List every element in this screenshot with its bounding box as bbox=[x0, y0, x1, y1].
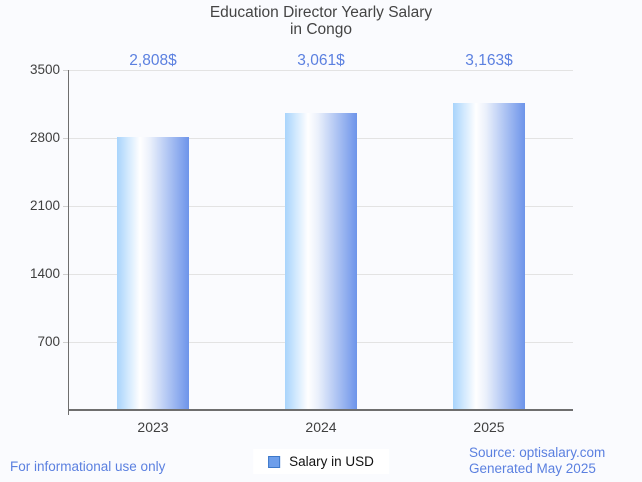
bar-2024 bbox=[285, 112, 357, 409]
bar-value-label: 3,061$ bbox=[297, 52, 345, 69]
y-axis-tick-label: 2800 bbox=[29, 130, 60, 145]
chart-title-line2: in Congo bbox=[289, 21, 353, 38]
x-axis-label: 2025 bbox=[473, 419, 505, 435]
gridline bbox=[69, 69, 573, 71]
x-axis-label: 2024 bbox=[305, 419, 337, 435]
disclaimer-text: For informational use only bbox=[10, 459, 166, 474]
y-axis-tick-label: 700 bbox=[37, 334, 60, 349]
y-axis-tick-label: 2100 bbox=[29, 198, 60, 213]
y-axis-tick-label: 3500 bbox=[29, 62, 60, 77]
y-axis-tick bbox=[63, 205, 69, 207]
legend-label: Salary in USD bbox=[289, 454, 374, 469]
chart-legend: Salary in USD bbox=[253, 449, 389, 474]
y-axis-tick bbox=[63, 341, 69, 343]
y-axis-tick-label: 1400 bbox=[29, 266, 60, 281]
bar-2023 bbox=[117, 137, 189, 409]
chart-title: Education Director Yearly Salary in Cong… bbox=[0, 4, 642, 38]
y-axis-tick bbox=[63, 69, 69, 71]
y-axis-tick bbox=[63, 273, 69, 275]
generated-text: Generated May 2025 bbox=[469, 461, 596, 476]
bar-2025 bbox=[453, 102, 525, 409]
blue-square-icon bbox=[268, 455, 281, 468]
x-axis-line bbox=[68, 409, 573, 411]
bar-value-label: 2,808$ bbox=[129, 52, 177, 69]
source-text: Source: optisalary.com bbox=[469, 445, 606, 460]
y-axis-tick bbox=[63, 137, 69, 139]
bar-value-label: 3,163$ bbox=[465, 52, 513, 69]
y-axis-line bbox=[68, 70, 69, 415]
source-block: Source: optisalary.com Generated May 202… bbox=[469, 445, 605, 477]
x-axis-label: 2023 bbox=[137, 419, 169, 435]
chart-title-line1: Education Director Yearly Salary bbox=[209, 4, 433, 21]
